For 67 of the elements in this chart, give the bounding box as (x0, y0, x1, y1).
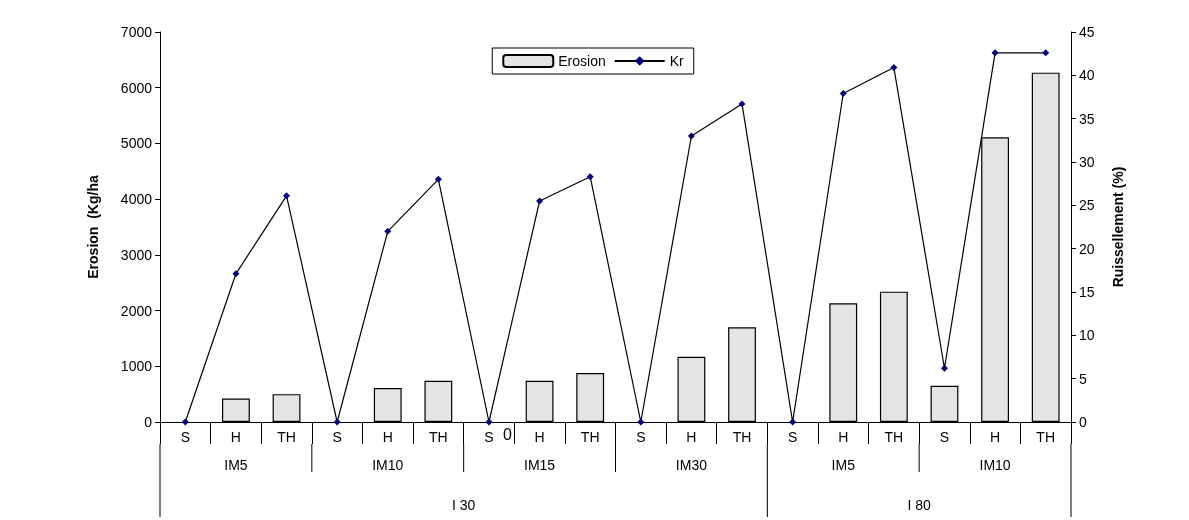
x-tick-label: H (534, 429, 545, 445)
point (940, 364, 948, 372)
x-tick-label: H (382, 429, 393, 445)
y2-tick-label: 20 (1079, 240, 1095, 257)
y2-tick-label: 0 (1079, 414, 1087, 430)
point (586, 173, 594, 181)
y2-axis-title: Ruissellement (%) (1110, 166, 1126, 288)
point (789, 418, 797, 426)
x-tick-label: S (939, 429, 950, 445)
x-tick-label: S (484, 429, 494, 445)
point (536, 197, 544, 205)
x-tick-label: TH (580, 429, 600, 445)
x-tick-label: TH (277, 429, 296, 445)
x-tick-label: S (332, 429, 342, 445)
text: IM10 (979, 457, 1011, 473)
point (232, 270, 240, 278)
x-tick-label: S (787, 429, 798, 445)
point (333, 418, 341, 426)
y-tick-label: 3000 (120, 246, 153, 263)
y-tick-label: 1000 (120, 358, 153, 375)
point (890, 64, 898, 72)
x-tick-label: TH (732, 429, 752, 445)
y2-tick-label: 40 (1079, 67, 1095, 84)
text: I 80 (907, 497, 932, 513)
y2-tick-label: 5 (1079, 370, 1087, 387)
point (637, 418, 645, 426)
text: IM15 (524, 457, 556, 473)
text: IM5 (224, 457, 248, 473)
y2-tick-label: 10 (1079, 327, 1095, 344)
x-tick-label: TH (884, 429, 904, 445)
x-tick-label: H (838, 429, 849, 445)
x-tick-label: H (990, 429, 1001, 445)
y-tick-label: 5000 (120, 135, 153, 152)
y-tick-label: 7000 (120, 24, 153, 40)
point (485, 418, 493, 426)
legend-label: Erosion (558, 53, 606, 69)
text: IM5 (831, 457, 856, 473)
x-tick-label: TH (429, 429, 448, 445)
point (839, 90, 847, 98)
y2-tick-label: 35 (1079, 110, 1095, 127)
point (384, 227, 392, 235)
point (181, 418, 189, 426)
y-axis-title: Erosion (Kg/ha (85, 175, 101, 279)
text: 0 (502, 425, 512, 443)
legend-label: Kr (669, 53, 685, 69)
point (687, 132, 695, 140)
x-tick-label: H (230, 429, 241, 445)
y-tick-label: 2000 (120, 302, 153, 319)
text: IM30 (675, 457, 708, 473)
point (991, 49, 999, 57)
y2-tick-label: 25 (1079, 197, 1095, 214)
x-tick-label: S (636, 429, 646, 445)
text: IM10 (372, 457, 404, 473)
y2-tick-label: 15 (1079, 284, 1095, 300)
point (1042, 49, 1050, 57)
y-tick-label: 0 (144, 414, 153, 430)
point (738, 100, 746, 108)
y-tick-label: 6000 (120, 79, 153, 96)
x-tick-label: S (180, 429, 190, 445)
x-tick-label: TH (1036, 429, 1056, 445)
point (283, 192, 291, 200)
y2-tick-label: 30 (1079, 154, 1095, 170)
point (434, 175, 442, 183)
text: I 30 (451, 497, 476, 513)
y-tick-label: 4000 (120, 191, 153, 208)
x-tick-label: H (686, 429, 697, 445)
y2-tick-label: 45 (1079, 24, 1095, 40)
